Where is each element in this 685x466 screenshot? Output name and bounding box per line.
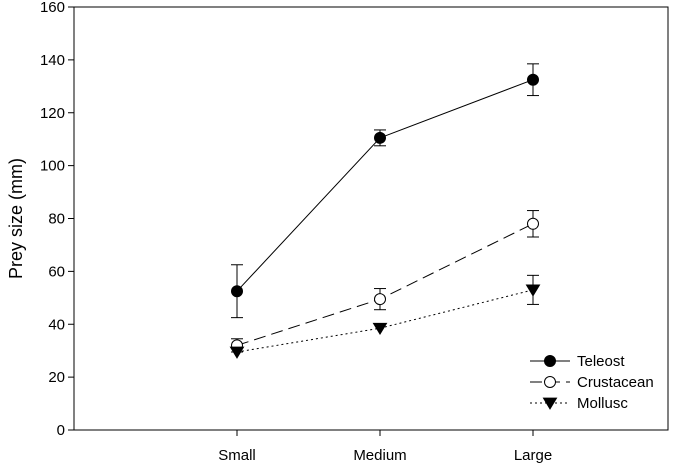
x-tick-label: Medium [353,447,406,464]
y-tick-label: 100 [40,158,65,175]
y-tick-label: 120 [40,105,65,122]
x-axis-ticks: Small Medium Large [218,430,552,464]
y-tick-label: 40 [48,316,65,333]
legend-label: Mollusc [577,395,628,412]
data-point-mollusc [372,322,388,336]
series-line-mollusc [236,289,534,353]
data-point-mollusc [229,346,245,359]
x-tick-label: Small [218,447,256,464]
legend-marker [544,355,556,367]
series-line-teleost [236,79,534,292]
y-axis-title: Prey size (mm) [6,158,26,279]
x-tick-label: Large [514,447,552,464]
legend-marker [542,397,558,410]
legend-item-mollusc: Mollusc [530,395,628,412]
y-tick-label: 160 [40,0,65,16]
y-tick-label: 0 [57,422,65,439]
data-point-crustacean [527,217,539,230]
legend-label: Teleost [577,353,625,370]
legend: Teleost Crustacean Mollusc [530,353,654,412]
axes [73,6,669,431]
series-teleost [231,63,539,319]
series-layer [229,63,541,359]
legend-label: Crustacean [577,374,654,391]
data-point-teleost [231,285,243,298]
plot-frame [73,6,669,431]
series-mollusc [229,274,541,359]
data-point-crustacean [374,293,386,306]
y-tick-label: 20 [48,369,65,386]
series-crustacean [231,210,539,353]
legend-marker [544,376,556,388]
data-point-teleost [527,73,539,86]
legend-item-teleost: Teleost [530,353,625,370]
y-tick-label: 60 [48,263,65,280]
data-point-mollusc [525,284,541,297]
legend-item-crustacean: Crustacean [530,374,654,391]
y-tick-label: 80 [48,211,65,228]
data-point-teleost [374,131,386,144]
y-axis-ticks: 0 20 40 60 80 100 120 140 160 [40,0,74,439]
y-tick-label: 140 [40,52,65,69]
